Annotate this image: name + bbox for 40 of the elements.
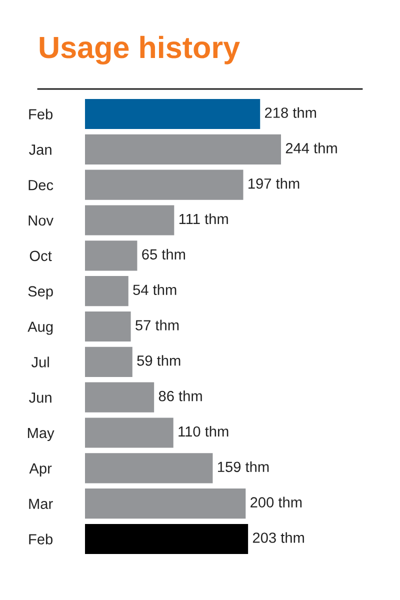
y-tick-label: Aug xyxy=(28,322,53,335)
y-tick-label: Jul xyxy=(31,356,49,368)
bar xyxy=(85,311,131,342)
bar xyxy=(85,98,260,130)
bar xyxy=(85,240,138,271)
data-label: 244 thm xyxy=(286,142,337,154)
bar xyxy=(85,488,246,519)
y-tick-label: Feb xyxy=(29,534,53,544)
y-tick-label: Mar xyxy=(29,498,53,510)
data-label: 57 thm xyxy=(136,320,179,330)
y-tick-label: Oct xyxy=(30,250,52,262)
data-label: 200 thm xyxy=(250,496,302,508)
bar xyxy=(85,453,213,484)
y-tick-label: Nov xyxy=(28,216,54,226)
bar xyxy=(85,382,154,412)
y-tick-label: Apr xyxy=(29,463,52,476)
data-label: 203 thm xyxy=(252,532,304,543)
bar xyxy=(85,524,248,554)
y-tick-label: Feb xyxy=(29,108,53,120)
data-label: 110 thm xyxy=(178,426,228,437)
data-label: 54 thm xyxy=(133,284,176,295)
bar xyxy=(85,276,128,306)
y-tick-label: Jun xyxy=(29,392,52,403)
bar xyxy=(85,170,244,200)
y-tick-label: Jan xyxy=(29,144,52,155)
data-label: 159 thm xyxy=(218,461,269,472)
bar xyxy=(85,134,281,164)
y-tick-label: May xyxy=(28,428,54,442)
data-label: 111 thm xyxy=(179,213,228,224)
data-label: 218 thm xyxy=(265,107,316,118)
data-label: 59 thm xyxy=(137,355,180,366)
data-label: 65 thm xyxy=(142,248,185,260)
bar xyxy=(85,205,174,236)
data-label: 86 thm xyxy=(158,390,202,402)
bar xyxy=(85,346,132,377)
data-label: 197 thm xyxy=(248,178,300,189)
y-tick-label: Dec xyxy=(28,180,54,190)
y-tick-label: Sep xyxy=(28,286,53,300)
chart-title: Usage history xyxy=(40,36,240,64)
bar xyxy=(85,418,174,448)
